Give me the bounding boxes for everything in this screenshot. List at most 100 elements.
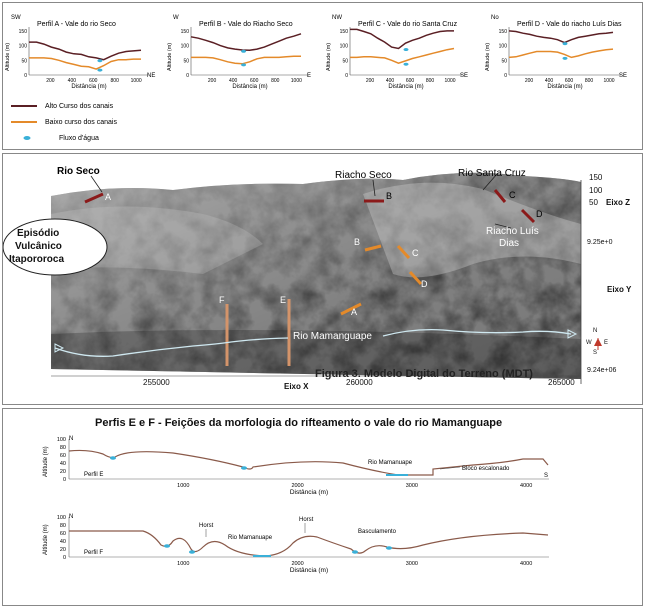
annotation-rio: Rio Mamanuape [228, 535, 273, 541]
annotation-bloco: Bloco escalonado [462, 466, 510, 472]
x-tick-260000: 260000 [346, 378, 373, 387]
x-tick-255000: 255000 [143, 378, 170, 387]
mdt-panel: Rio Seco Riacho Seco Rio Santa Cruz Riac… [2, 153, 643, 405]
profile-c: Perfil C - Vale do rio Santa Cruz NW SE Alt… [326, 15, 468, 90]
profile-d: Perfil D - Vale do riacho Luís Dias No SE A… [485, 15, 627, 90]
section-line-a-top [84, 192, 104, 204]
label-riacho-luis-dias-2: Dias [499, 238, 520, 249]
profile-y-tick: 150 [340, 29, 349, 35]
section-letter-b-low: B [354, 237, 361, 247]
profile-dir-left: NW [332, 15, 342, 21]
profiles-ef-title: Perfis E e F - Feições da morfologia do … [95, 417, 503, 429]
water-marker-baixo [241, 63, 247, 67]
profile-title: Perfil D - Vale do riacho Luís Dias [517, 21, 622, 28]
profile-x-tick: 3000 [406, 483, 418, 489]
mdt-svg [2, 172, 610, 384]
label-rio-seco: Rio Seco [57, 166, 100, 177]
profile-x-tick: 3000 [406, 561, 418, 567]
profile-y-tick: 0 [186, 73, 189, 79]
profile-y-tick: 0 [345, 73, 348, 79]
profile-line [69, 530, 549, 557]
water-marker-baixo [97, 68, 103, 72]
profile-x-label: Distância (m) [71, 84, 106, 90]
section-line-b-low [364, 244, 382, 252]
profile-x-label: Distância (m) [232, 84, 267, 90]
profile-y-tick: 150 [19, 29, 28, 35]
label-vulcanico: Vulcânico [15, 241, 62, 252]
section-line-a-low [340, 302, 362, 316]
section-letter-c-top: C [509, 190, 516, 200]
profile-x-tick: 800 [111, 78, 120, 84]
section-letter-f: F [219, 295, 225, 305]
series-baixo-curso [191, 55, 301, 65]
section-letter-a-low: A [351, 307, 358, 317]
profile-x-tick: 400 [68, 78, 77, 84]
profile-y-tick: 80 [60, 523, 66, 529]
profile-x-tick: 200 [525, 78, 534, 84]
profiles-panel: Perfil A - Vale do rio Seco SW NE Altitude … [2, 2, 643, 150]
profile-dir-right: NE [147, 73, 155, 79]
water-marker [241, 466, 247, 470]
annotation-basculamento: Basculamento [358, 529, 397, 535]
profile-dir-left: N [69, 514, 73, 520]
profile-x-tick: 1000 [177, 561, 189, 567]
water-marker-alto [241, 49, 247, 53]
profile-y-label: Altitude (m) [326, 43, 332, 71]
water-marker-alto [562, 42, 568, 46]
profile-x-tick: 200 [366, 78, 375, 84]
annotation-leader [439, 466, 461, 470]
profile-x-tick: 200 [46, 78, 55, 84]
section-line-c-low [396, 244, 411, 260]
profile-x-tick: 400 [545, 78, 554, 84]
profile-x-tick: 400 [386, 78, 395, 84]
legend-label: Alto Curso dos canais [45, 103, 114, 110]
water-marker [164, 544, 170, 548]
legend-label: Baixo curso dos canais [45, 119, 117, 126]
profile-y-tick: 100 [57, 515, 66, 521]
y-tick-925: 9.25e+0 [587, 239, 613, 246]
profile-x-tick: 800 [585, 78, 594, 84]
profile-dir-right: SE [460, 73, 468, 79]
profiles-ef-panel: Perfis E e F - Feições da morfologia do … [2, 408, 643, 606]
profile-name: Perfil F [84, 550, 103, 556]
profile-x-label: Distância (m) [388, 84, 423, 90]
profile-y-tick: 100 [19, 44, 28, 50]
label-eixo-y: Eixo Y [607, 285, 632, 294]
series-alto-curso [190, 33, 302, 52]
label-riacho-seco: Riacho Seco [335, 170, 392, 181]
section-letter-e: E [280, 295, 287, 305]
profile-x-tick: 800 [271, 78, 280, 84]
compass-w: W [586, 340, 592, 346]
water-marker [189, 550, 195, 554]
series-baixo-curso [508, 48, 614, 59]
profile-x-tick: 1000 [444, 78, 455, 84]
profile-name: Perfil E [84, 472, 103, 478]
profile-x-tick: 400 [229, 78, 238, 84]
section-line-d-top [520, 208, 536, 224]
profile-dir-right: E [307, 73, 311, 79]
profile-x-tick: 800 [426, 78, 435, 84]
water-marker [110, 456, 116, 460]
profile-y-tick: 100 [57, 437, 66, 443]
section-letter-a-top: A [105, 192, 112, 202]
profiles-svg: Perfil A - Vale do rio Seco SW NE Altitude … [5, 15, 627, 142]
legend-label: Fluxo d'água [59, 135, 99, 142]
profile-x-tick: 1000 [603, 78, 614, 84]
profile-y-label: Altitude (m) [43, 524, 49, 555]
profile-y-label: Altitude (m) [5, 43, 11, 71]
profile-x-tick: 600 [406, 78, 415, 84]
label-eixo-z: Eixo Z [606, 198, 631, 207]
series-alto-curso [508, 30, 614, 44]
profile-y-tick: 20 [60, 469, 66, 475]
series-baixo-curso [29, 57, 141, 70]
section-letter-c-low: C [412, 248, 419, 258]
profile-y-tick: 40 [60, 539, 66, 545]
water-marker [352, 550, 358, 554]
profile-dir-left: SW [11, 15, 21, 21]
water-marker [386, 546, 392, 550]
profile-dir-right: S [544, 473, 548, 479]
profile-x-tick: 1000 [131, 78, 142, 84]
volcanic-episode-ellipse [2, 218, 108, 276]
water-marker-baixo [562, 56, 568, 60]
profile-y-label: Altitude (m) [485, 43, 491, 71]
